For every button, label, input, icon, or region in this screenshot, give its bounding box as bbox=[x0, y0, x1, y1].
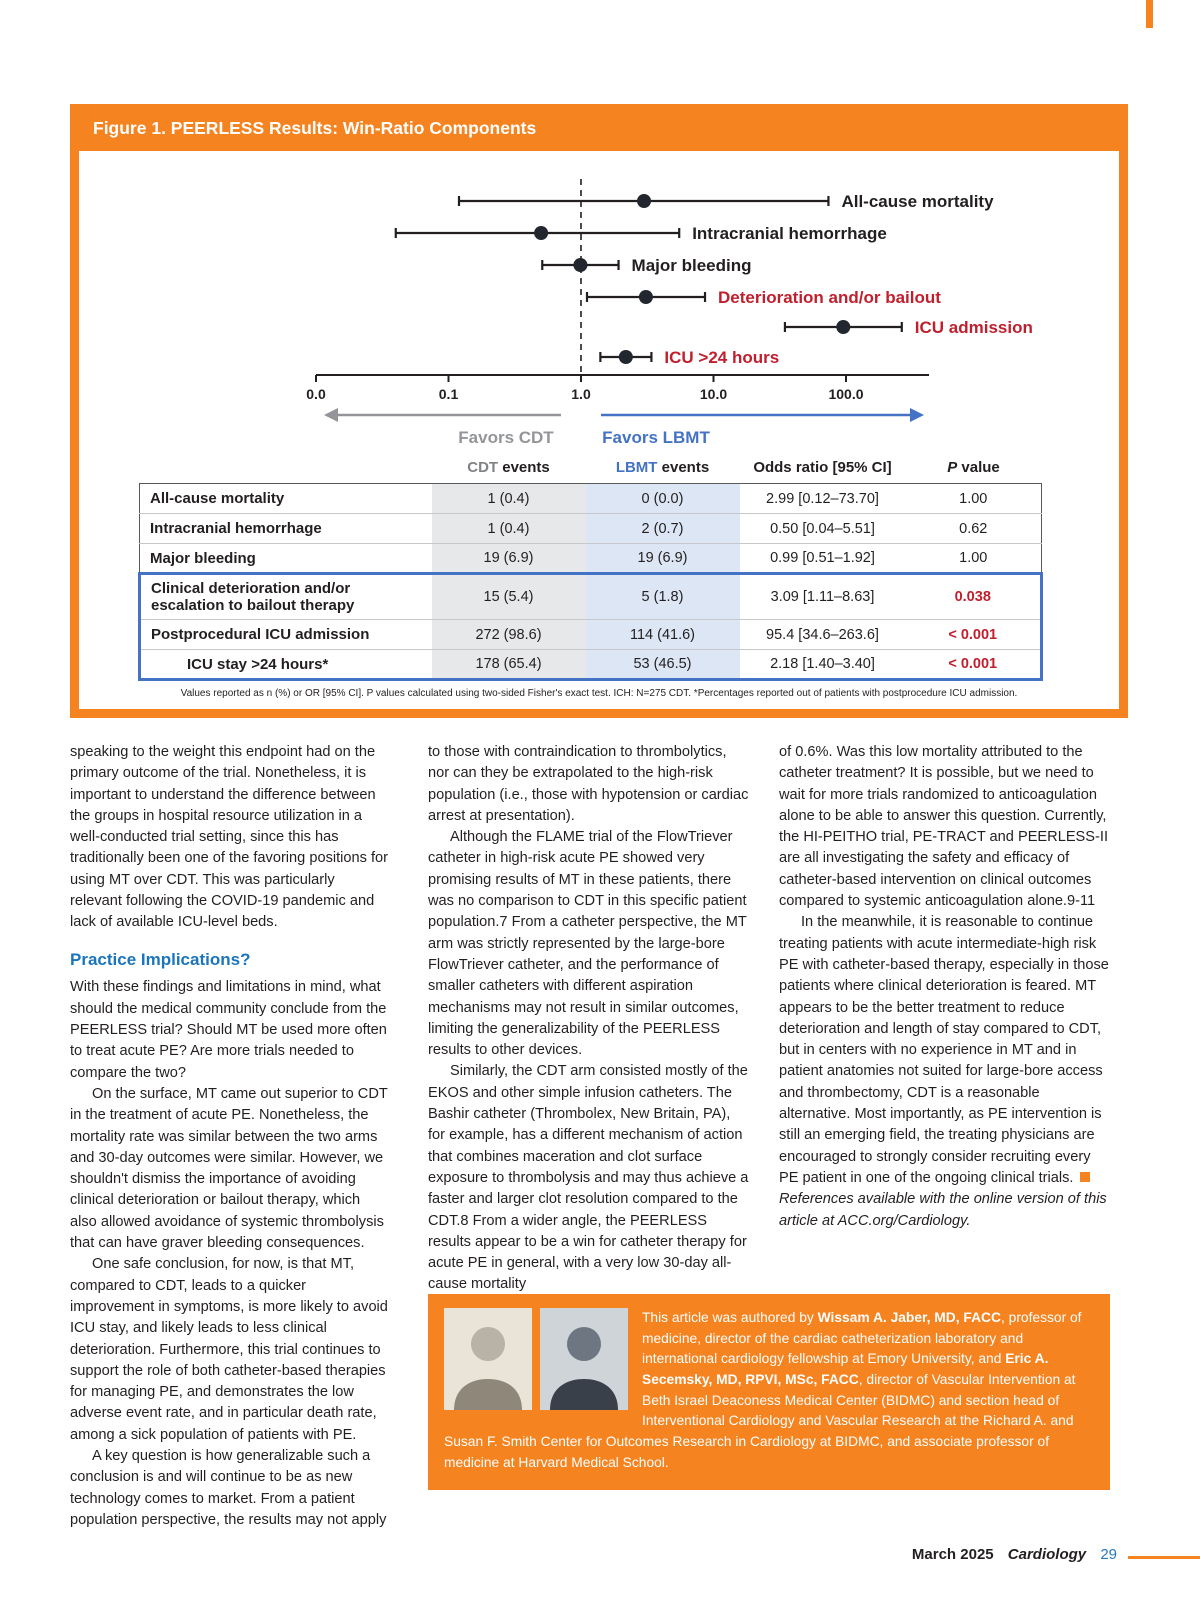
author-box: This article was authored by Wissam A. J… bbox=[428, 1294, 1110, 1490]
author-photo-secemsky bbox=[540, 1308, 628, 1410]
author-photo-placeholder bbox=[444, 1308, 532, 1410]
references-note: References available with the online ver… bbox=[779, 1191, 1107, 1229]
article-paragraph: On the surface, MT came out superior to … bbox=[70, 1085, 388, 1252]
svg-text:0.0: 0.0 bbox=[306, 386, 326, 402]
svg-text:Favors CDT: Favors CDT bbox=[458, 428, 554, 447]
svg-text:ICU >24 hours: ICU >24 hours bbox=[664, 348, 779, 367]
results-table-wrap: CDT events LBMT events Odds ratio [95% C… bbox=[138, 457, 1043, 681]
table-row: Intracranial hemorrhage 1 (0.4) 2 (0.7) … bbox=[139, 513, 1042, 544]
svg-text:Favors LBMT: Favors LBMT bbox=[602, 428, 710, 447]
svg-text:Major bleeding: Major bleeding bbox=[632, 256, 752, 275]
forest-plot-svg: All-cause mortality Intracranial hemorrha… bbox=[306, 179, 1033, 447]
article-paragraph: One safe conclusion, for now, is that MT… bbox=[70, 1256, 388, 1443]
table-row: All-cause mortality 1 (0.4) 0 (0.0) 2.99… bbox=[140, 483, 1042, 514]
article-paragraph: In the meanwhile, it is reasonable to co… bbox=[779, 914, 1109, 1186]
section-heading: Practice Implications? bbox=[70, 949, 251, 969]
article-paragraph: of 0.6%. Was this low mortality attribut… bbox=[779, 744, 1108, 910]
header-lbmt-events: LBMT events bbox=[615, 459, 710, 476]
article-column-1: speaking to the weight this endpoint had… bbox=[70, 742, 390, 1531]
article-column-2: to those with contraindication to thromb… bbox=[428, 742, 750, 1296]
page-edge-tab bbox=[1146, 0, 1153, 28]
article-column-3: of 0.6%. Was this low mortality attribut… bbox=[779, 742, 1110, 1232]
header-odds-ratio: Odds ratio [95% CI] bbox=[753, 459, 892, 476]
author-photo-placeholder bbox=[540, 1308, 628, 1410]
figure-footnote: Values reported as n (%) or OR [95% CI].… bbox=[180, 688, 1018, 699]
header-p-value: P value bbox=[947, 459, 1000, 476]
svg-text:Intracranial hemorrhage: Intracranial hemorrhage bbox=[692, 224, 887, 243]
table-row-highlighted: ICU stay >24 hours* 178 (65.4) 53 (46.5)… bbox=[138, 649, 1043, 681]
svg-text:0.1: 0.1 bbox=[439, 386, 459, 402]
end-of-article-icon bbox=[1079, 1171, 1090, 1182]
footer-page-number: 29 bbox=[1100, 1546, 1117, 1563]
article-paragraph: speaking to the weight this endpoint had… bbox=[70, 744, 389, 931]
header-empty bbox=[140, 457, 432, 484]
svg-text:All-cause mortality: All-cause mortality bbox=[841, 192, 994, 211]
article-paragraph: With these findings and limitations in m… bbox=[70, 979, 387, 1081]
author-photo-jaber bbox=[444, 1308, 532, 1410]
article-paragraph: to those with contraindication to thromb… bbox=[428, 744, 749, 824]
svg-text:1.0: 1.0 bbox=[571, 386, 591, 402]
svg-text:100.0: 100.0 bbox=[828, 386, 863, 402]
article-paragraph: Similarly, the CDT arm consisted mostly … bbox=[428, 1063, 749, 1293]
svg-text:ICU admission: ICU admission bbox=[915, 318, 1033, 337]
page-footer: March 2025 Cardiology 29 bbox=[0, 1546, 1117, 1563]
table-row-highlighted: Clinical deterioration and/or escalation… bbox=[138, 572, 1043, 620]
header-cdt-events: CDT events bbox=[467, 459, 550, 476]
svg-text:Deterioration and/or bailout: Deterioration and/or bailout bbox=[718, 288, 941, 307]
figure-body: All-cause mortality Intracranial hemorrha… bbox=[79, 151, 1119, 709]
author-bio: This article was authored by Wissam A. J… bbox=[444, 1310, 1082, 1470]
table-header-row: CDT events LBMT events Odds ratio [95% C… bbox=[140, 457, 1042, 484]
footer-date: March 2025 bbox=[911, 1546, 994, 1563]
svg-text:10.0: 10.0 bbox=[700, 386, 727, 402]
results-table: CDT events LBMT events Odds ratio [95% C… bbox=[138, 457, 1043, 681]
article-paragraph: A key question is how generalizable such… bbox=[70, 1448, 387, 1528]
table-row: Major bleeding 19 (6.9) 19 (6.9) 0.99 [0… bbox=[139, 543, 1042, 574]
table-row-highlighted: Postprocedural ICU admission 272 (98.6) … bbox=[138, 619, 1043, 650]
footer-magazine-name: Cardiology bbox=[1007, 1546, 1087, 1563]
article-paragraph: Although the FLAME trial of the FlowTrie… bbox=[428, 829, 747, 1059]
figure-title: Figure 1. PEERLESS Results: Win-Ratio Co… bbox=[93, 118, 537, 138]
figure-1-box: Figure 1. PEERLESS Results: Win-Ratio Co… bbox=[70, 104, 1128, 718]
footer-orange-rule bbox=[1128, 1556, 1200, 1559]
